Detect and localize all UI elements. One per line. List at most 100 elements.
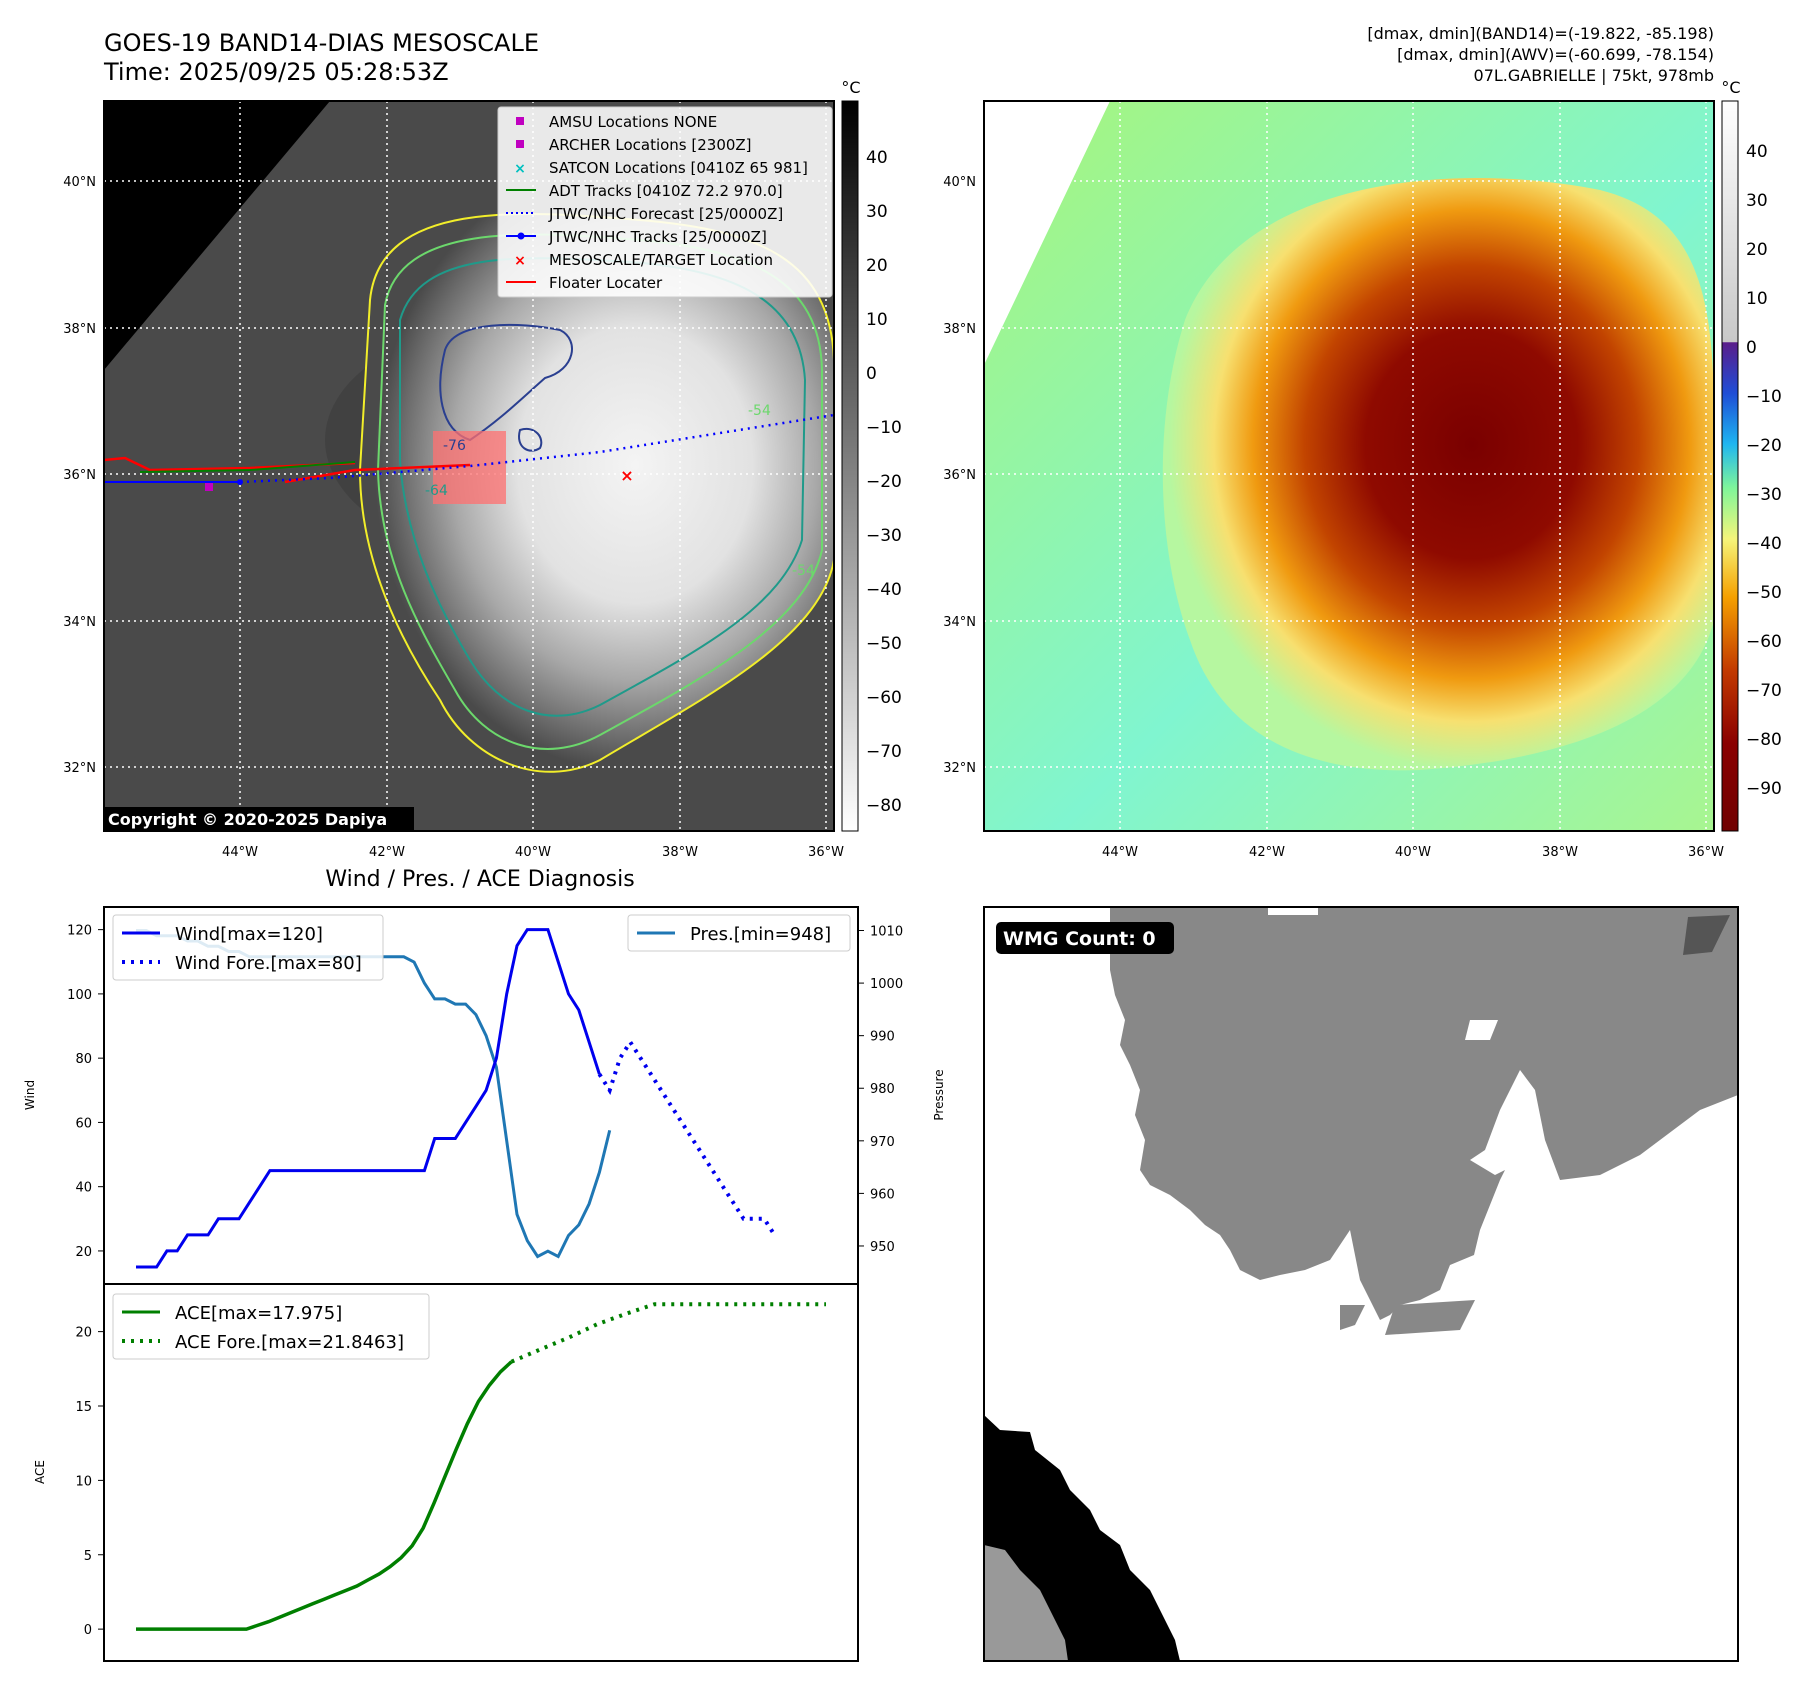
color-colorbar: °C 40 30 20 10 0 −10 −20 −30 −40 −50 −60…: [1721, 78, 1782, 832]
ace-tick-label: 5: [84, 1549, 92, 1564]
wind-tick-label: 80: [75, 1052, 92, 1067]
legend-amsu: AMSU Locations NONE: [549, 113, 717, 131]
color-tick: −60: [1746, 632, 1782, 652]
lon-label: 42°W: [1249, 845, 1285, 860]
diagnosis-title: Wind / Pres. / ACE Diagnosis: [325, 867, 634, 892]
wind-tick-label: 40: [75, 1181, 92, 1196]
color-tick: −50: [1746, 583, 1782, 603]
wv-no-data-corner: [984, 101, 1110, 365]
lon-label: 38°W: [662, 845, 698, 860]
pressure-axis-label: Pressure: [932, 1069, 946, 1120]
target-marker: ×: [620, 466, 633, 485]
gray-tick: −10: [866, 418, 902, 438]
legend-floater: Floater Locater: [549, 274, 663, 292]
color-tick: 40: [1746, 142, 1768, 162]
color-tick: 30: [1746, 191, 1768, 211]
color-tick: −30: [1746, 485, 1782, 505]
legend-jtwc-tracks: JTWC/NHC Tracks [25/0000Z]: [548, 228, 767, 246]
contour-label-3: -54: [748, 403, 771, 419]
ace-chart: 20 15 10 5 0 ACE ACE[max=17.975] ACE Fore.[m…: [33, 1283, 859, 1662]
ace-tick-label: 0: [84, 1623, 92, 1638]
contour-navy: [439, 323, 573, 442]
figure-title: GOES-19 BAND14-DIAS MESOSCALE: [104, 29, 539, 57]
gray-colorbar: °C 40 30 20 10 0 −10 −20 −30 −40 −50 −60…: [841, 78, 902, 832]
ace-tick-label: 10: [75, 1474, 92, 1489]
wv-lon-labels: 44°W 42°W 40°W 38°W 36°W: [1102, 845, 1724, 860]
pressure-tick-label: 990: [870, 1030, 895, 1045]
amsu-legend-icon: [516, 117, 524, 125]
wmg-lightgray-region: [984, 1545, 1068, 1661]
pressure-tick-label: 950: [870, 1240, 895, 1255]
gray-tick: −50: [866, 634, 902, 654]
mesoscale-box: [433, 431, 506, 504]
gray-tick: 0: [866, 364, 877, 384]
color-tick: 10: [1746, 289, 1768, 309]
gray-tick: −80: [866, 796, 902, 816]
gray-colorbar-unit: °C: [841, 78, 860, 97]
lon-label: 42°W: [369, 845, 405, 860]
wind-axis-label: Wind: [23, 1080, 37, 1110]
color-tick: 20: [1746, 240, 1768, 260]
lat-label: 40°N: [63, 175, 96, 190]
lat-label: 32°N: [943, 761, 976, 776]
ir-lon-labels: 44°W 42°W 40°W 38°W 36°W: [222, 845, 844, 860]
gray-tick: −40: [866, 580, 902, 600]
ace-forecast-line: [510, 1302, 826, 1364]
wind-pressure-chart: 120 100 80 60 40 20 1010 1000 990 980 970 960 950 W…: [23, 906, 946, 1285]
legend-forecast: JTWC/NHC Forecast [25/0000Z]: [548, 205, 783, 223]
lat-label: 38°N: [63, 322, 96, 337]
gray-tick: 40: [866, 148, 888, 168]
lat-label: 34°N: [943, 615, 976, 630]
color-tick: −90: [1746, 779, 1782, 799]
color-tick: −40: [1746, 534, 1782, 554]
ir-cloud-mass: [360, 213, 834, 772]
copyright: Copyright © 2020-2025 Dapiya: [108, 810, 387, 829]
pressure-tick-label: 1010: [870, 925, 903, 940]
color-tick: −20: [1746, 436, 1782, 456]
adt-track: [139, 461, 356, 473]
legend-ace-fore: ACE Fore.[max=21.8463]: [175, 1332, 404, 1353]
color-tick: −10: [1746, 387, 1782, 407]
wind-legend: Wind[max=120] Wind Fore.[max=80]: [112, 914, 384, 981]
contour-label-2: -64: [425, 483, 448, 499]
legend-adt: ADT Tracks [0410Z 72.2 970.0]: [549, 182, 783, 200]
figure-time: Time: 2025/09/25 05:28:53Z: [103, 58, 449, 86]
gray-tick: 10: [866, 310, 888, 330]
contour-label-1: -76: [443, 438, 466, 454]
storm-info: 07L.GABRIELLE | 75kt, 978mb: [1474, 66, 1714, 85]
gray-tick: −30: [866, 526, 902, 546]
wmg-dark-patch: [1683, 915, 1730, 955]
legend-target: MESOSCALE/TARGET Location: [549, 251, 773, 269]
ir-lat-labels: 40°N 38°N 36°N 34°N 32°N: [63, 175, 96, 776]
color-tick: −70: [1746, 681, 1782, 701]
target-legend-icon: ×: [514, 253, 526, 269]
wv-map-panel: 40°N 38°N 36°N 34°N 32°N 44°W 42°W 40°W …: [943, 100, 1724, 860]
lat-label: 40°N: [943, 175, 976, 190]
gray-tick: 20: [866, 256, 888, 276]
wmg-gray-region: [1110, 907, 1738, 1320]
legend-archer: ARCHER Locations [2300Z]: [549, 136, 752, 154]
legend-pres: Pres.[min=948]: [690, 924, 831, 945]
lon-label: 36°W: [808, 845, 844, 860]
gray-tick: 30: [866, 202, 888, 222]
legend-wind: Wind[max=120]: [175, 924, 323, 945]
lon-label: 36°W: [1688, 845, 1724, 860]
lat-label: 38°N: [943, 322, 976, 337]
pressure-tick-label: 960: [870, 1187, 895, 1202]
pressure-legend: Pres.[min=948]: [627, 914, 851, 952]
wind-tick-label: 20: [75, 1245, 92, 1260]
lat-label: 34°N: [63, 615, 96, 630]
legend-wind-fore: Wind Fore.[max=80]: [175, 953, 362, 974]
lon-label: 44°W: [1102, 845, 1138, 860]
ace-line: [136, 1360, 513, 1631]
contour-label-4: -54: [792, 563, 815, 579]
pressure-tick-label: 980: [870, 1082, 895, 1097]
legend-satcon: SATCON Locations [0410Z 65 981]: [549, 159, 808, 177]
color-colorbar-unit: °C: [1721, 78, 1740, 97]
color-tick: 0: [1746, 338, 1757, 358]
ace-axis-label: ACE: [33, 1460, 47, 1484]
lon-label: 40°W: [515, 845, 551, 860]
wmg-panel: WMG Count: 0: [983, 906, 1739, 1662]
gray-tick: −20: [866, 472, 902, 492]
